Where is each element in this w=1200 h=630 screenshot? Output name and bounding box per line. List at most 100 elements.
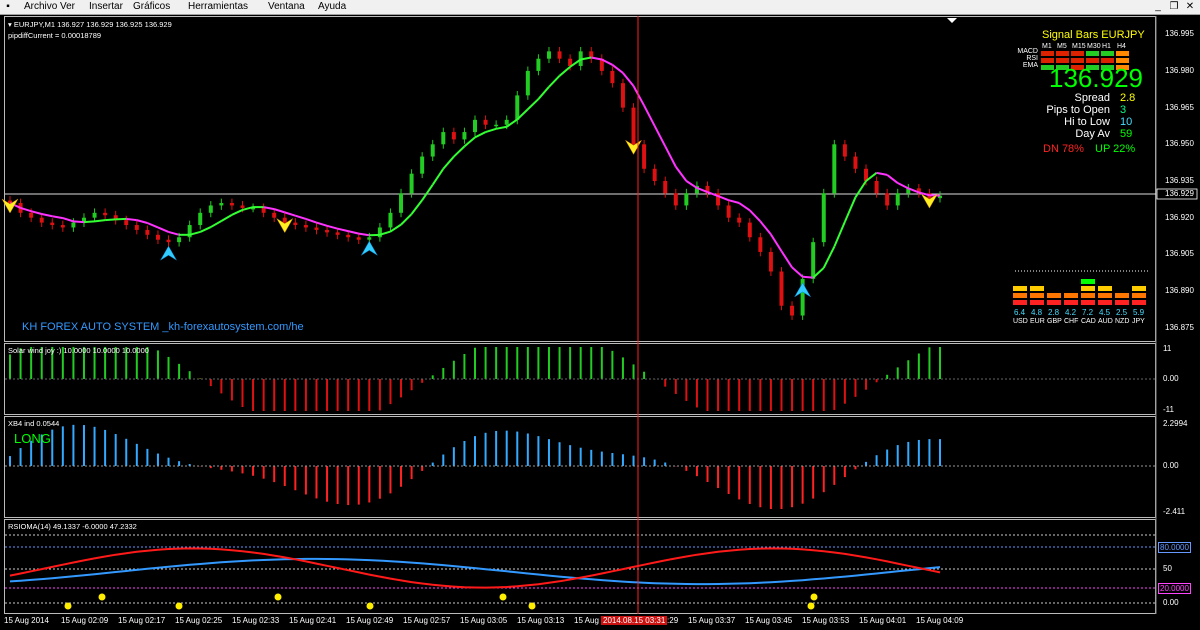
xb4-axis-mid: 0.00 — [1163, 461, 1179, 470]
menu-graficos[interactable]: Gráficos — [133, 1, 171, 12]
ma-segment — [105, 218, 116, 222]
chart-title: ▾ EURJPY,M1 136.927 136.929 136.925 136.… — [8, 20, 172, 29]
candle-body — [642, 144, 647, 169]
ma-segment — [463, 136, 476, 148]
stat-label: Hi to Low — [1064, 116, 1110, 128]
candle-body — [177, 237, 182, 243]
price-axis-label: 136.890 — [1165, 286, 1194, 296]
ma-segment — [30, 210, 42, 215]
rsioma-title: RSIOMA(14) 49.1337 -6.0000 47.2332 — [8, 522, 137, 531]
ma-segment — [822, 246, 836, 269]
solar-axis-bot: -11 — [1163, 405, 1174, 414]
candle-body — [325, 229, 330, 233]
candle-body — [166, 239, 171, 243]
ma-segment — [495, 125, 507, 130]
ma-segment — [220, 213, 233, 222]
time-axis-label: 15 Aug 02:57 — [403, 616, 451, 625]
signal-timeframe-label: M5 — [1057, 43, 1067, 50]
menu-herramientas[interactable]: Herramientas — [188, 1, 249, 12]
stat-value: 3 — [1120, 104, 1127, 116]
price-axis-label: 136.980 — [1165, 65, 1194, 75]
candle-body — [536, 58, 541, 71]
menu-ventana[interactable]: Ventana — [268, 1, 305, 12]
time-axis-label: 15 Aug 02:09 — [61, 616, 109, 625]
chart-subtitle: pipdiffCurrent = 0.00018789 — [8, 31, 102, 40]
currency-value: 6.4 — [1014, 308, 1026, 317]
sell-arrow-icon — [1, 198, 19, 214]
currency-bar-segment — [1132, 286, 1146, 291]
candle-body — [441, 132, 446, 145]
ma-segment — [843, 196, 857, 223]
xb4-title: XB4 ind 0.0544 — [8, 419, 60, 428]
ma-segment — [474, 131, 487, 139]
signal-cell — [1071, 58, 1084, 63]
ma-segment — [717, 195, 729, 202]
watermark-text: KH FOREX AUTO SYSTEM _kh-forexautosystem… — [22, 321, 304, 333]
candle-body — [726, 205, 731, 218]
xb4-status: LONG — [14, 431, 51, 446]
rsi-signal-dot — [810, 593, 818, 601]
ma-segment — [780, 250, 793, 268]
currency-bar-segment — [1098, 286, 1112, 291]
time-axis-label: 15 Aug 04:09 — [916, 616, 964, 625]
candle-body — [251, 207, 256, 210]
minimize-icon[interactable]: _ — [1155, 1, 1161, 12]
ma-segment — [431, 168, 445, 186]
candle-body — [494, 124, 499, 127]
ma-segment — [347, 230, 359, 235]
candle-body — [916, 188, 921, 194]
candle-body — [81, 217, 86, 223]
menu-ver[interactable]: Ver — [60, 1, 76, 12]
candle-body — [515, 95, 520, 120]
signal-cell — [1041, 58, 1054, 63]
app-icon: ▪ — [6, 1, 10, 12]
menu-ayuda[interactable]: Ayuda — [318, 1, 347, 12]
candle-body — [229, 203, 234, 206]
restore-icon[interactable]: ❐ — [1169, 1, 1179, 12]
ma-segment — [611, 64, 624, 74]
ma-segment — [897, 182, 909, 190]
ma-segment — [52, 215, 64, 220]
ma-segment — [210, 220, 222, 228]
candle-body — [8, 200, 12, 204]
price-axis-label: 136.950 — [1165, 139, 1194, 149]
currency-label: AUD — [1098, 318, 1113, 325]
buy-arrow-icon — [794, 282, 811, 298]
candle-body — [198, 212, 203, 226]
close-icon[interactable]: ✕ — [1185, 1, 1195, 12]
candle-body — [272, 212, 277, 218]
currency-bar-segment — [1081, 300, 1095, 305]
currency-bar-segment — [1030, 286, 1044, 291]
ma-segment — [770, 233, 783, 252]
chart-shift-marker — [947, 18, 957, 23]
menu-archivo[interactable]: Archivo — [24, 1, 58, 12]
candle-body — [282, 217, 287, 223]
ma-segment — [136, 219, 148, 224]
ma-segment — [295, 214, 307, 220]
ma-segment — [157, 226, 169, 233]
candle-body — [60, 225, 65, 228]
rsi-signal-dot — [175, 602, 183, 610]
candle-body — [71, 222, 76, 228]
candle-body — [673, 193, 678, 206]
ma-segment — [146, 222, 159, 229]
candle-body — [842, 144, 847, 157]
signal-timeframe-label: M1 — [1042, 43, 1052, 50]
signal-cell — [1101, 58, 1114, 63]
candle-body — [758, 237, 763, 252]
ma-segment — [728, 199, 740, 204]
stat-value: 2.8 — [1120, 92, 1136, 104]
candle-body — [420, 156, 425, 174]
candle-body — [525, 70, 530, 96]
time-axis-label: 15 Aug 03:13 — [517, 616, 565, 625]
menu-insertar[interactable]: Insertar — [89, 1, 123, 12]
candle-body — [145, 229, 150, 235]
candle-body — [589, 51, 594, 59]
currency-bar-segment — [1030, 300, 1044, 305]
time-axis-label: 15 Aug 04:01 — [859, 616, 907, 625]
candle-body — [29, 212, 34, 218]
ma-segment — [622, 72, 635, 87]
candle-body — [737, 217, 742, 223]
currency-bar-segment — [1115, 293, 1129, 298]
